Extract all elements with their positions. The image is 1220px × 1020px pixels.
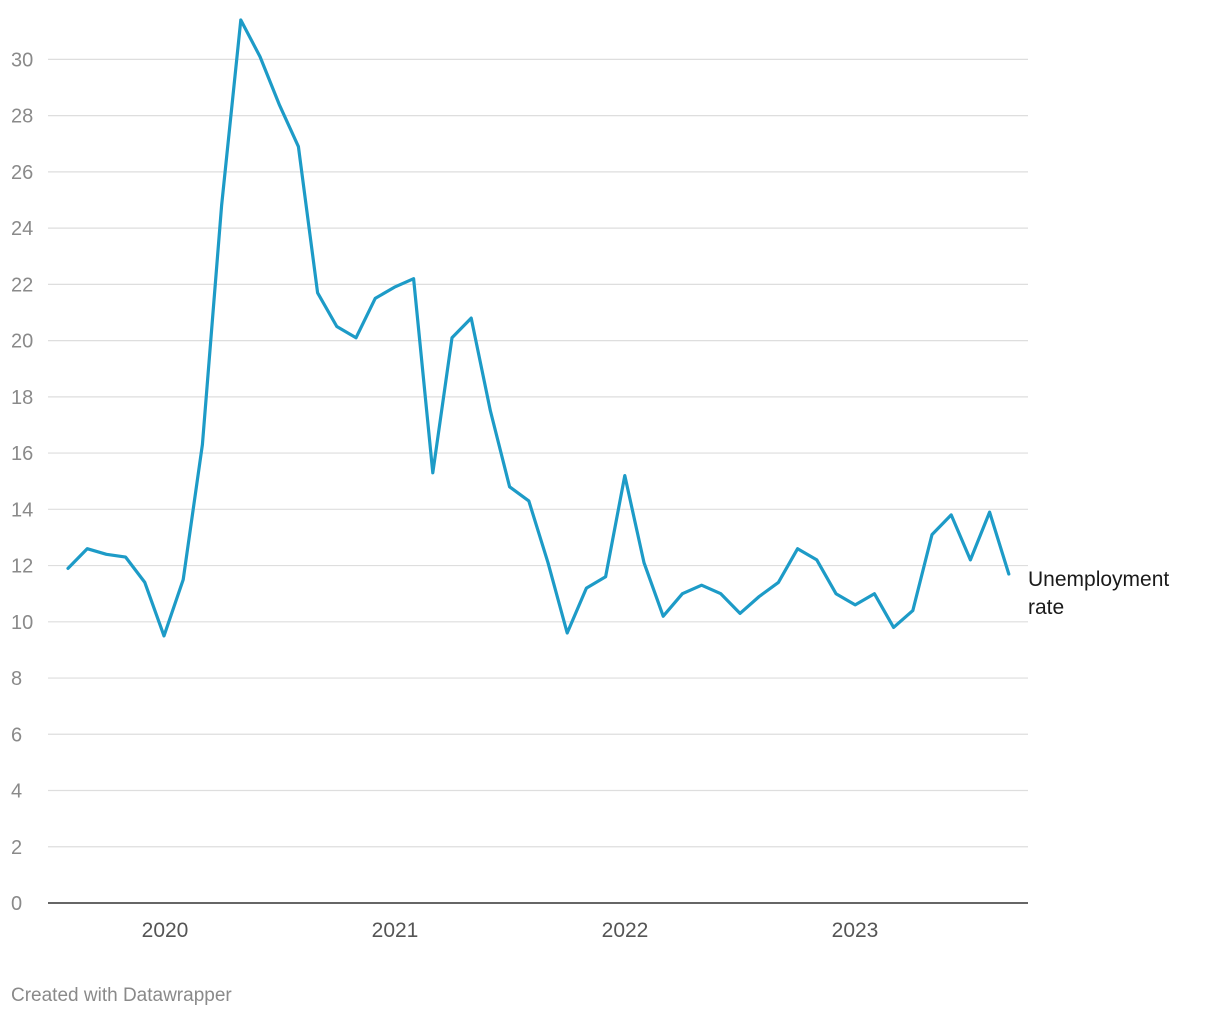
x-tick-label: 2023	[832, 919, 879, 942]
series-layer	[66, 18, 1011, 638]
x-tick-label: 2021	[372, 919, 419, 942]
y-tick-label: 18	[11, 387, 33, 409]
y-tick-label: 4	[11, 781, 22, 803]
y-tick-label: 10	[11, 612, 33, 634]
y-tick-label: 2	[11, 837, 22, 859]
y-tick-label: 16	[11, 443, 33, 465]
y-tick-label: 6	[11, 724, 22, 746]
grid-layer	[48, 58, 1028, 904]
x-axis-ticks: 2020 2021 2022 2023	[142, 919, 879, 942]
y-tick-label: 8	[11, 668, 22, 690]
y-tick-label: 12	[11, 556, 33, 578]
y-tick-label: 0	[11, 893, 22, 915]
credit-footer: Created with Datawrapper	[11, 985, 232, 1006]
series-label-layer: Unemployment rate	[1028, 568, 1169, 619]
y-tick-label: 20	[11, 331, 33, 353]
series-label: Unemployment	[1028, 568, 1169, 591]
y-tick-label: 28	[11, 106, 33, 128]
y-tick-label: 30	[11, 49, 33, 71]
x-tick-label: 2022	[602, 919, 649, 942]
y-tick-label: 26	[11, 162, 33, 184]
x-tick-label: 2020	[142, 919, 189, 942]
y-tick-label: 24	[11, 218, 33, 240]
series-line-unemployment-rate	[66, 18, 1011, 638]
y-tick-label: 22	[11, 274, 33, 296]
series-label: rate	[1028, 596, 1064, 619]
y-tick-label: 14	[11, 499, 33, 521]
